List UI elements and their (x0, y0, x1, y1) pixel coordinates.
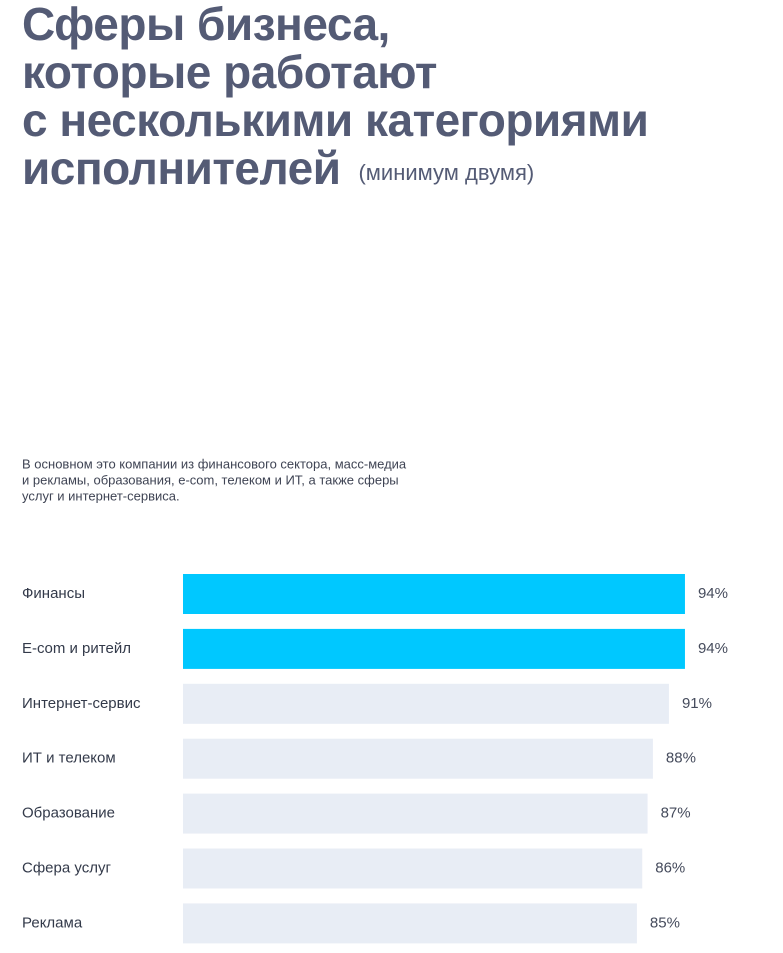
description: и рекламы, образования, e-com, телеком и… (22, 472, 399, 487)
value-label: 88% (666, 750, 696, 767)
value-label: 94% (698, 585, 728, 602)
category-label: Сфера услуг (22, 859, 111, 876)
chart-title: которые работают (22, 46, 437, 98)
bar (183, 683, 669, 724)
value-label: 91% (682, 695, 712, 712)
value-label: 86% (655, 859, 685, 876)
chart-title: с несколькими категориями (22, 94, 648, 146)
bar (183, 628, 685, 669)
chart-title: исполнителей (22, 142, 340, 194)
category-label: Образование (22, 805, 115, 822)
value-label: 85% (650, 914, 680, 931)
category-label: Интернет-сервис (22, 695, 141, 712)
bar (183, 903, 637, 944)
category-label: ИТ и телеком (22, 750, 116, 767)
category-label: Финансы (22, 585, 85, 602)
category-label: E-com и ритейл (22, 640, 131, 657)
bar (183, 848, 643, 889)
chart-subtitle: (минимум двумя) (358, 160, 534, 185)
bar (183, 793, 648, 834)
value-label: 87% (661, 805, 691, 822)
description: услуг и интернет-сервиса. (22, 488, 180, 503)
bar (183, 738, 653, 779)
value-label: 94% (698, 640, 728, 657)
description: В основном это компании из финансового с… (22, 456, 407, 471)
category-label: Реклама (22, 914, 83, 931)
bar (183, 574, 685, 614)
chart-title: Сферы бизнеса, (22, 0, 390, 50)
